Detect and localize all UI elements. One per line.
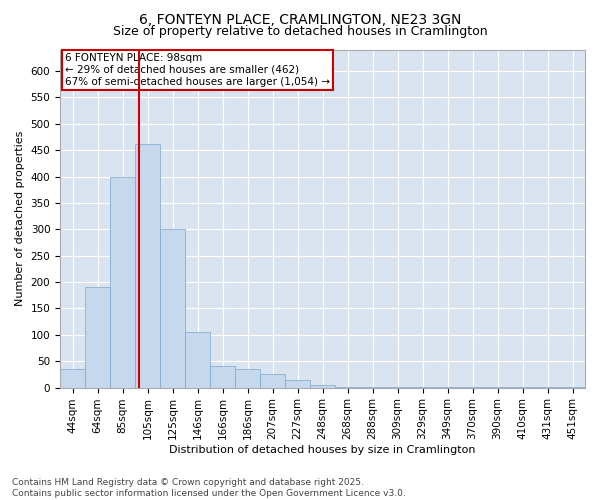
- Bar: [310, 385, 335, 388]
- Bar: [110, 176, 135, 388]
- Bar: [485, 387, 510, 388]
- Text: Contains HM Land Registry data © Crown copyright and database right 2025.
Contai: Contains HM Land Registry data © Crown c…: [12, 478, 406, 498]
- Bar: [360, 386, 385, 388]
- Bar: [160, 230, 185, 388]
- Y-axis label: Number of detached properties: Number of detached properties: [15, 131, 25, 306]
- Bar: [385, 386, 410, 388]
- Bar: [260, 374, 285, 388]
- Bar: [85, 288, 110, 388]
- Bar: [335, 386, 360, 388]
- Bar: [535, 387, 560, 388]
- Bar: [135, 144, 160, 388]
- Text: Size of property relative to detached houses in Cramlington: Size of property relative to detached ho…: [113, 25, 487, 38]
- Bar: [510, 387, 535, 388]
- X-axis label: Distribution of detached houses by size in Cramlington: Distribution of detached houses by size …: [169, 445, 476, 455]
- Bar: [185, 332, 210, 388]
- Bar: [560, 387, 585, 388]
- Bar: [435, 387, 460, 388]
- Bar: [210, 366, 235, 388]
- Bar: [60, 369, 85, 388]
- Bar: [460, 387, 485, 388]
- Text: 6 FONTEYN PLACE: 98sqm
← 29% of detached houses are smaller (462)
67% of semi-de: 6 FONTEYN PLACE: 98sqm ← 29% of detached…: [65, 54, 330, 86]
- Bar: [235, 369, 260, 388]
- Text: 6, FONTEYN PLACE, CRAMLINGTON, NE23 3GN: 6, FONTEYN PLACE, CRAMLINGTON, NE23 3GN: [139, 12, 461, 26]
- Bar: [285, 380, 310, 388]
- Bar: [410, 387, 435, 388]
